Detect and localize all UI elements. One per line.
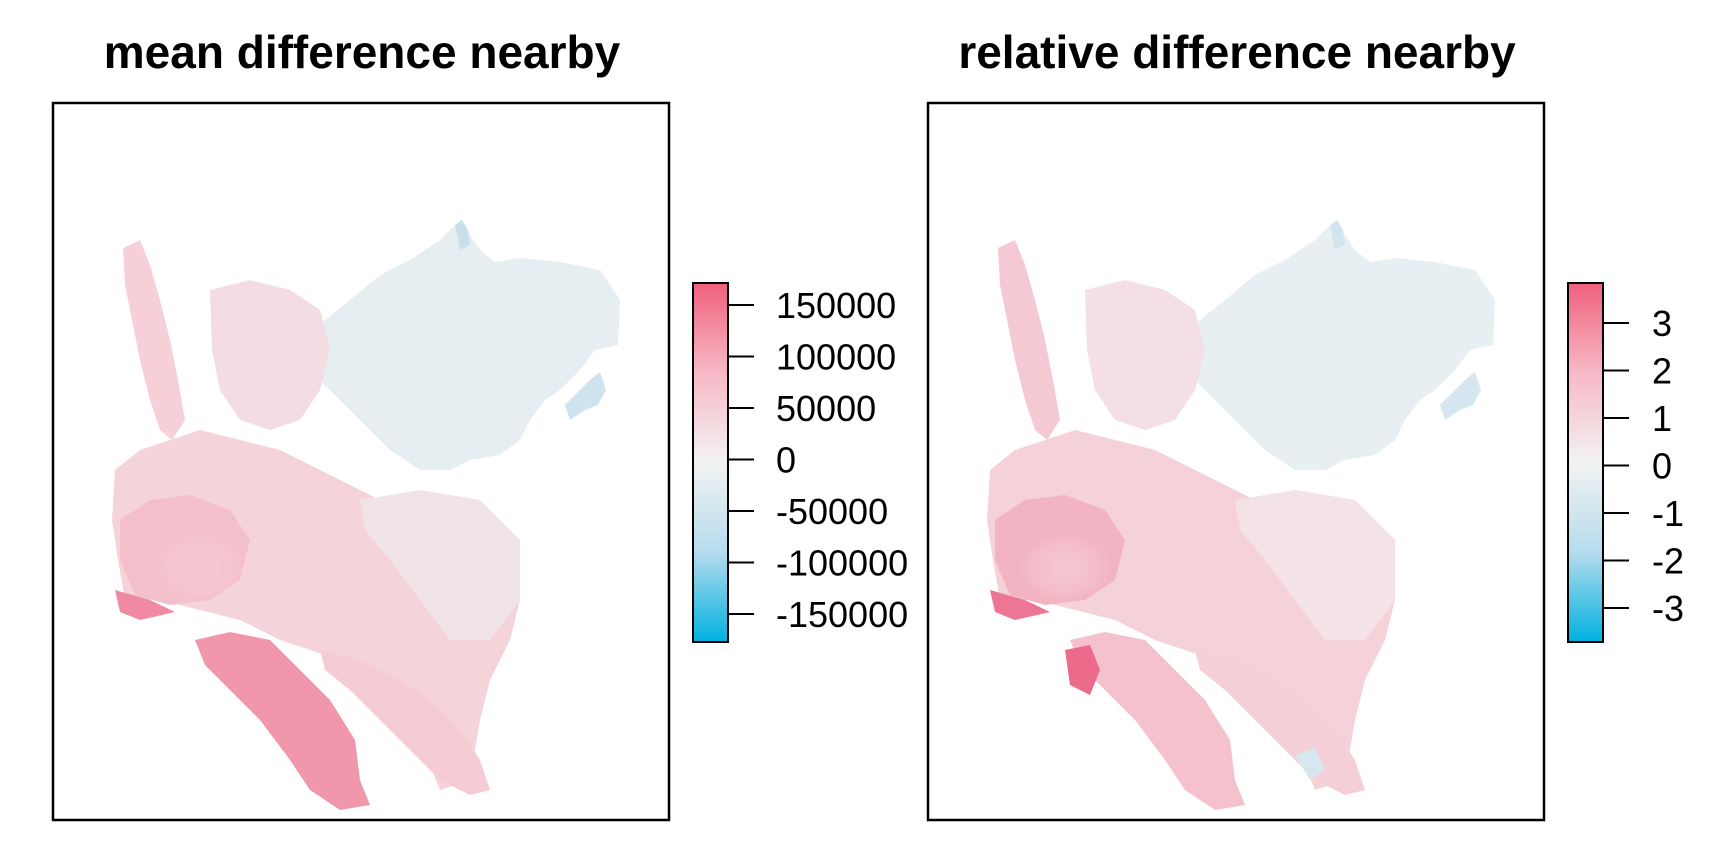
map-region <box>112 220 620 810</box>
colorbar-tick-label: 0 <box>1652 446 1672 487</box>
colorbar: 150000 100000 50000 0 -50000 -100000 -150000 <box>692 282 908 643</box>
colorbar-tick-label: -2 <box>1652 541 1684 582</box>
colorbar-tick-label: -150000 <box>776 594 908 635</box>
colorbar-tick-label: 50000 <box>776 388 876 429</box>
colorbar-gradient <box>692 282 729 643</box>
colorbar-tick-label: -1 <box>1652 493 1684 534</box>
colorbar-tick-label: 3 <box>1652 303 1672 344</box>
colorbar-tick-label: -100000 <box>776 543 908 584</box>
colorbar-tick-label: -3 <box>1652 588 1684 629</box>
panel-title: mean difference nearby <box>104 26 621 78</box>
colorbar-tick-label: 0 <box>776 440 796 481</box>
colorbar: 3 2 1 0 -1 -2 -3 <box>1567 282 1684 643</box>
colorbar-tick-label: 2 <box>1652 351 1672 392</box>
colorbar-tick-label: 100000 <box>776 337 896 378</box>
colorbar-tick-label: -50000 <box>776 491 888 532</box>
panel-relative-difference: relative difference nearby 3 2 1 0 -1 -2 -3 <box>926 26 1684 822</box>
colorbar-tick-label: 150000 <box>776 285 896 326</box>
colorbar-tick-label: 1 <box>1652 398 1672 439</box>
map-region <box>987 220 1495 810</box>
panel-title: relative difference nearby <box>958 26 1516 78</box>
colorbar-gradient <box>1567 282 1604 643</box>
